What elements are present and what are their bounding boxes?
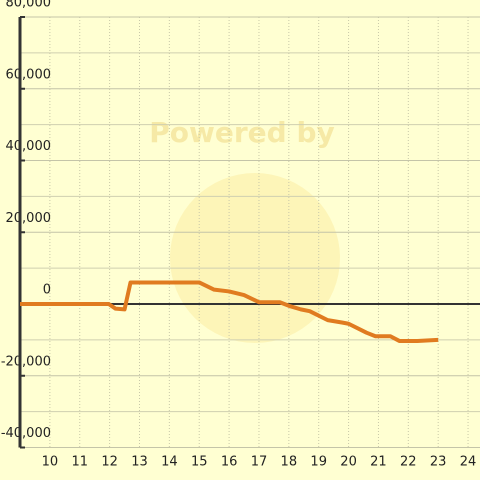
- x-tick-label: 13: [131, 455, 148, 470]
- x-tick-label: 10: [42, 455, 59, 470]
- x-tick-label: 16: [221, 455, 238, 470]
- y-tick-label: -20,000: [1, 354, 51, 369]
- y-tick-label: -40,000: [1, 426, 51, 441]
- x-tick-label: 18: [281, 455, 298, 470]
- x-tick-label: 21: [370, 455, 387, 470]
- y-tick-label: 40,000: [6, 139, 52, 154]
- watermark: Powered by: [149, 116, 335, 149]
- y-tick-label: 20,000: [6, 211, 52, 226]
- x-tick-label: 19: [310, 455, 327, 470]
- x-tick-label: 14: [161, 455, 178, 470]
- x-tick-label: 24: [460, 455, 477, 470]
- x-tick-label: 11: [71, 455, 88, 470]
- x-tick-label: 22: [400, 455, 417, 470]
- line: [20, 280, 439, 343]
- watermark-logo: [170, 173, 340, 343]
- y-tick-label: 60,000: [6, 67, 52, 82]
- x-tick-label: 12: [101, 455, 118, 470]
- x-tick-label: 23: [430, 455, 447, 470]
- x-tick-label: 15: [191, 455, 208, 470]
- x-tick-label: 17: [251, 455, 268, 470]
- y-tick-label: 0: [43, 283, 51, 298]
- y-tick-label: 80,000: [6, 0, 52, 11]
- x-tick-label: 20: [340, 455, 357, 470]
